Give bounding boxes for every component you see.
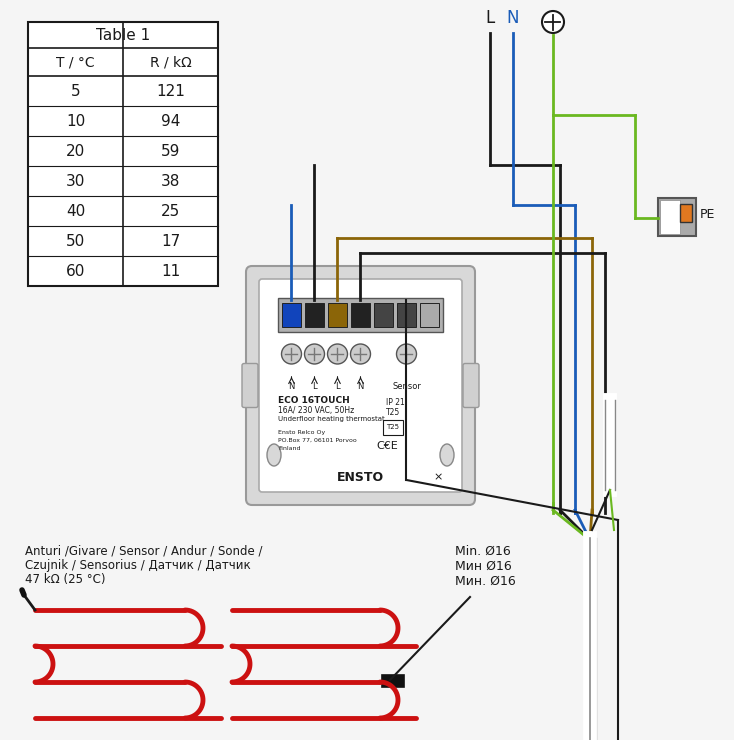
Bar: [658, 198, 696, 236]
Text: Table 1: Table 1: [96, 27, 150, 42]
Bar: [421, 303, 439, 327]
Text: IP 21: IP 21: [386, 398, 404, 407]
Text: T25: T25: [386, 408, 400, 417]
Bar: [328, 303, 346, 327]
Text: ECO 16TOUCH: ECO 16TOUCH: [278, 396, 349, 405]
Text: 17: 17: [161, 234, 180, 249]
Text: 59: 59: [161, 144, 180, 158]
Circle shape: [327, 344, 347, 364]
Text: 38: 38: [161, 173, 180, 189]
Bar: [374, 303, 393, 327]
Text: L: L: [485, 9, 495, 27]
Text: N: N: [357, 382, 363, 391]
Text: R / kΩ: R / kΩ: [150, 55, 192, 69]
Text: 60: 60: [66, 263, 85, 278]
Bar: [680, 204, 692, 222]
Ellipse shape: [267, 444, 281, 466]
Text: 94: 94: [161, 113, 180, 129]
Text: 10: 10: [66, 113, 85, 129]
Text: Underfloor heating thermostat: Underfloor heating thermostat: [278, 416, 385, 422]
Text: N: N: [288, 382, 294, 391]
Text: L: L: [312, 382, 317, 391]
Circle shape: [282, 344, 302, 364]
Circle shape: [542, 11, 564, 33]
Bar: [660, 200, 680, 234]
Text: Мин. Ø16: Мин. Ø16: [455, 575, 516, 588]
Text: 121: 121: [156, 84, 185, 98]
Text: L: L: [335, 382, 340, 391]
Text: 16A/ 230 VAC, 50Hz: 16A/ 230 VAC, 50Hz: [278, 406, 355, 415]
Bar: [278, 298, 443, 332]
Text: 30: 30: [66, 173, 85, 189]
Text: Mин Ø16: Mин Ø16: [455, 560, 512, 573]
Text: 5: 5: [70, 84, 80, 98]
Text: 11: 11: [161, 263, 180, 278]
Text: Anturi /Givare / Sensor / Andur / Sonde /: Anturi /Givare / Sensor / Andur / Sonde …: [25, 545, 263, 558]
Circle shape: [351, 344, 371, 364]
Text: 25: 25: [161, 204, 180, 218]
Text: Min. Ø16: Min. Ø16: [455, 545, 511, 558]
Text: ⨯: ⨯: [433, 472, 443, 482]
FancyBboxPatch shape: [242, 363, 258, 408]
Text: 40: 40: [66, 204, 85, 218]
Text: N: N: [506, 9, 519, 27]
Bar: [28, 22, 218, 286]
Text: PE: PE: [700, 207, 716, 221]
FancyBboxPatch shape: [259, 279, 462, 492]
Text: 50: 50: [66, 234, 85, 249]
FancyBboxPatch shape: [463, 363, 479, 408]
Text: 20: 20: [66, 144, 85, 158]
Circle shape: [305, 344, 324, 364]
Bar: [283, 303, 301, 327]
Bar: [383, 420, 403, 435]
Text: T25: T25: [387, 424, 399, 430]
Text: ENSTO: ENSTO: [337, 471, 384, 483]
Bar: [305, 303, 324, 327]
Text: Sensor: Sensor: [392, 382, 421, 391]
Text: PO.Box 77, 06101 Porvoo: PO.Box 77, 06101 Porvoo: [278, 438, 357, 443]
Bar: [397, 303, 415, 327]
Bar: [352, 303, 370, 327]
Bar: [382, 675, 404, 687]
Text: Czujnik / Sensorius / Датчик / Датчик: Czujnik / Sensorius / Датчик / Датчик: [25, 559, 251, 572]
Text: 47 kΩ (25 °C): 47 kΩ (25 °C): [25, 573, 106, 586]
Text: Ensto Relco Oy: Ensto Relco Oy: [278, 430, 325, 435]
Ellipse shape: [440, 444, 454, 466]
Text: C€E: C€E: [376, 441, 398, 451]
Text: Finland: Finland: [278, 446, 300, 451]
Circle shape: [396, 344, 416, 364]
FancyBboxPatch shape: [246, 266, 475, 505]
Text: T / °C: T / °C: [57, 55, 95, 69]
